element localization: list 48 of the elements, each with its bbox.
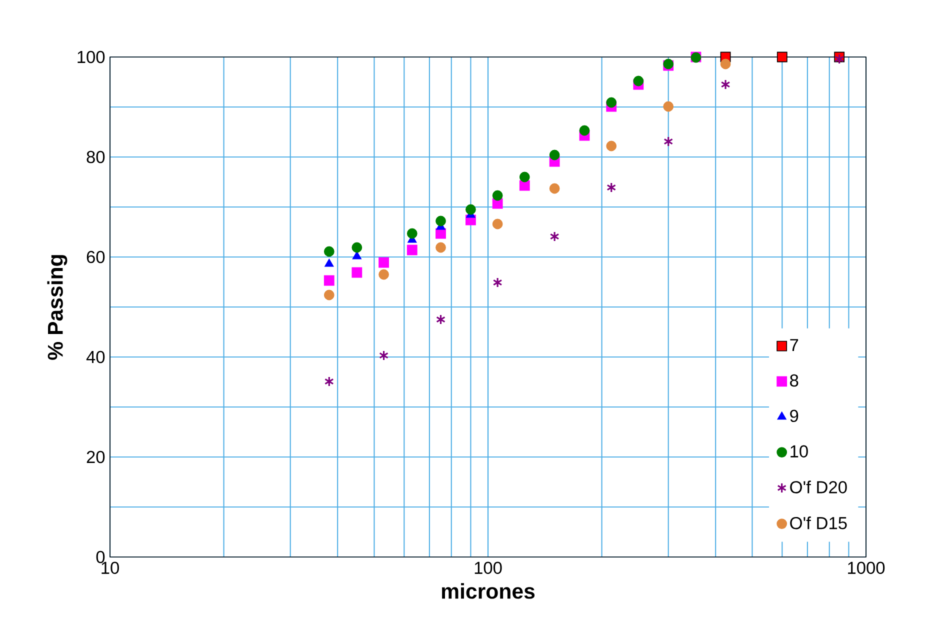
point [436, 216, 446, 226]
x-tick-label: 10 [102, 562, 119, 574]
point [550, 231, 560, 242]
point [379, 350, 389, 361]
x-tick-label: 1000 [848, 562, 885, 574]
point [664, 136, 674, 147]
point [406, 244, 418, 256]
point [549, 150, 560, 160]
point [352, 242, 362, 253]
y-tick-label: 80 [86, 150, 105, 164]
point [606, 97, 617, 108]
y-tick-label: 60 [86, 250, 105, 264]
legend-label: 7 [790, 339, 798, 352]
y-tick-label: 0 [96, 550, 105, 564]
legend-label: 8 [790, 374, 798, 387]
legend-label: O'f D20 [790, 480, 847, 494]
point [352, 267, 362, 278]
x-axis-title: micrones [442, 583, 535, 599]
point [324, 290, 334, 300]
point [324, 376, 334, 387]
point [606, 140, 617, 152]
point [436, 314, 446, 325]
point [579, 125, 590, 136]
x-tick-label: 100 [474, 562, 502, 574]
legend-label: O'f D15 [790, 516, 847, 530]
point [436, 242, 446, 253]
point [549, 183, 560, 194]
point [378, 269, 389, 280]
point [663, 101, 674, 112]
y-tick-label: 40 [86, 350, 105, 364]
y-tick-label: 100 [78, 50, 105, 64]
point [492, 218, 503, 230]
legend-label: 10 [790, 445, 808, 458]
point [720, 79, 730, 90]
y-tick-label: 20 [86, 450, 105, 464]
point [606, 182, 616, 193]
point [324, 258, 334, 267]
point [466, 204, 476, 215]
point [324, 275, 334, 286]
point [406, 228, 418, 239]
legend-label: 9 [790, 410, 798, 422]
point [633, 76, 644, 86]
point [324, 246, 334, 257]
point [720, 58, 731, 70]
point [378, 257, 389, 268]
point [492, 190, 503, 201]
point [492, 277, 502, 288]
y-axis-title: % Passing [47, 255, 68, 360]
